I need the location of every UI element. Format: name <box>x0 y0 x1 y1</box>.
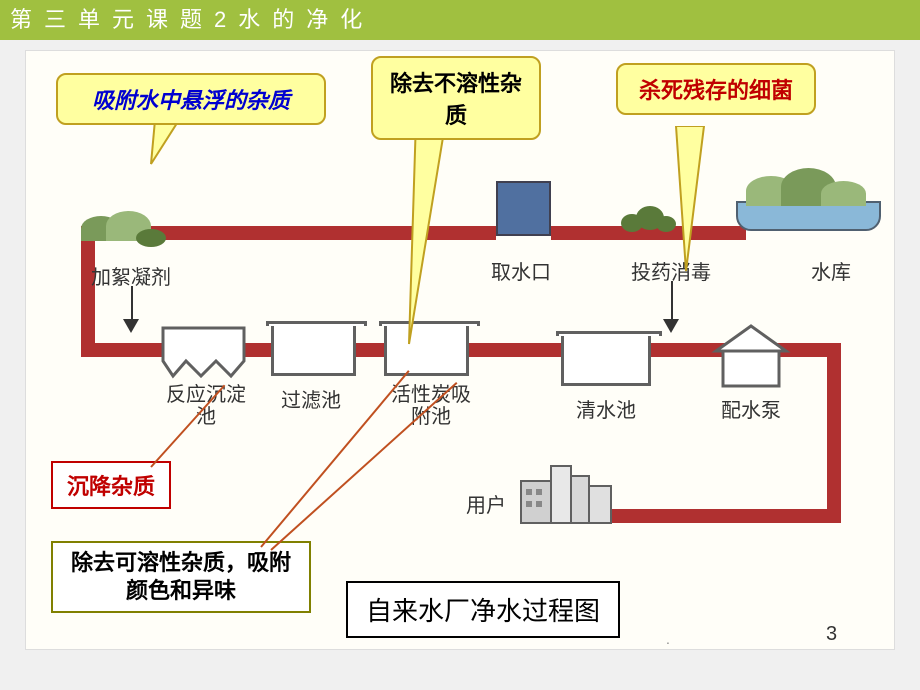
callout-disinfect: 杀死残存的细菌 <box>616 63 816 115</box>
carbon-label-text: 除去可溶性杂质，吸附颜色和异味 <box>71 550 291 603</box>
reservoir-label: 水库 <box>811 256 851 285</box>
filter-label: 过滤池 <box>281 384 341 413</box>
flocculant-arrow-head <box>123 319 139 333</box>
diagram-title-box: 自来水厂净水过程图 <box>346 581 620 638</box>
settle-label-box: 沉降杂质 <box>51 461 171 509</box>
intake-graphic <box>496 181 551 236</box>
diagram-title-text: 自来水厂净水过程图 <box>366 596 600 626</box>
user-building <box>516 461 616 531</box>
header-title: 第三单元课题2水的净化 <box>10 7 374 32</box>
header-bar: 第三单元课题2水的净化 <box>0 0 920 40</box>
user-label: 用户 <box>466 489 506 518</box>
intake-label: 取水口 <box>491 256 551 285</box>
clear-label: 清水池 <box>576 394 636 423</box>
callout-filter-tail <box>406 119 456 349</box>
pipe-right-v <box>827 343 841 523</box>
reservoir-graphic <box>736 176 886 236</box>
flocculant-arrow-line <box>131 286 133 321</box>
carbon-label-box: 除去可溶性杂质，吸附颜色和异味 <box>51 541 311 613</box>
clear-basin <box>561 336 651 386</box>
pump-label: 配水泵 <box>721 394 781 423</box>
disinfect-arrow-line <box>671 281 673 321</box>
settle-label-text: 沉降杂质 <box>67 474 155 499</box>
pump-house <box>711 321 791 396</box>
page-number: 3 <box>826 623 837 646</box>
callout-filter-text: 除去不溶性杂质 <box>390 71 522 128</box>
disinfect-arrow-head <box>663 319 679 333</box>
filter-basin <box>271 326 356 376</box>
dot: . <box>666 631 670 647</box>
callout-filter: 除去不溶性杂质 <box>371 56 541 140</box>
callout-disinfect-text: 杀死残存的细菌 <box>639 78 793 103</box>
callout-disinfect-tail <box>666 126 716 276</box>
sediment-basin <box>161 326 246 381</box>
pipe-left-v <box>81 226 95 356</box>
flocculant-label: 加絮凝剂 <box>91 261 171 290</box>
callout-adsorb: 吸附水中悬浮的杂质 <box>56 73 326 125</box>
diagram-area: 吸附水中悬浮的杂质 除去不溶性杂质 杀死残存的细菌 水库 取水口 投药消毒 <box>25 50 895 650</box>
callout-adsorb-text: 吸附水中悬浮的杂质 <box>92 88 290 113</box>
